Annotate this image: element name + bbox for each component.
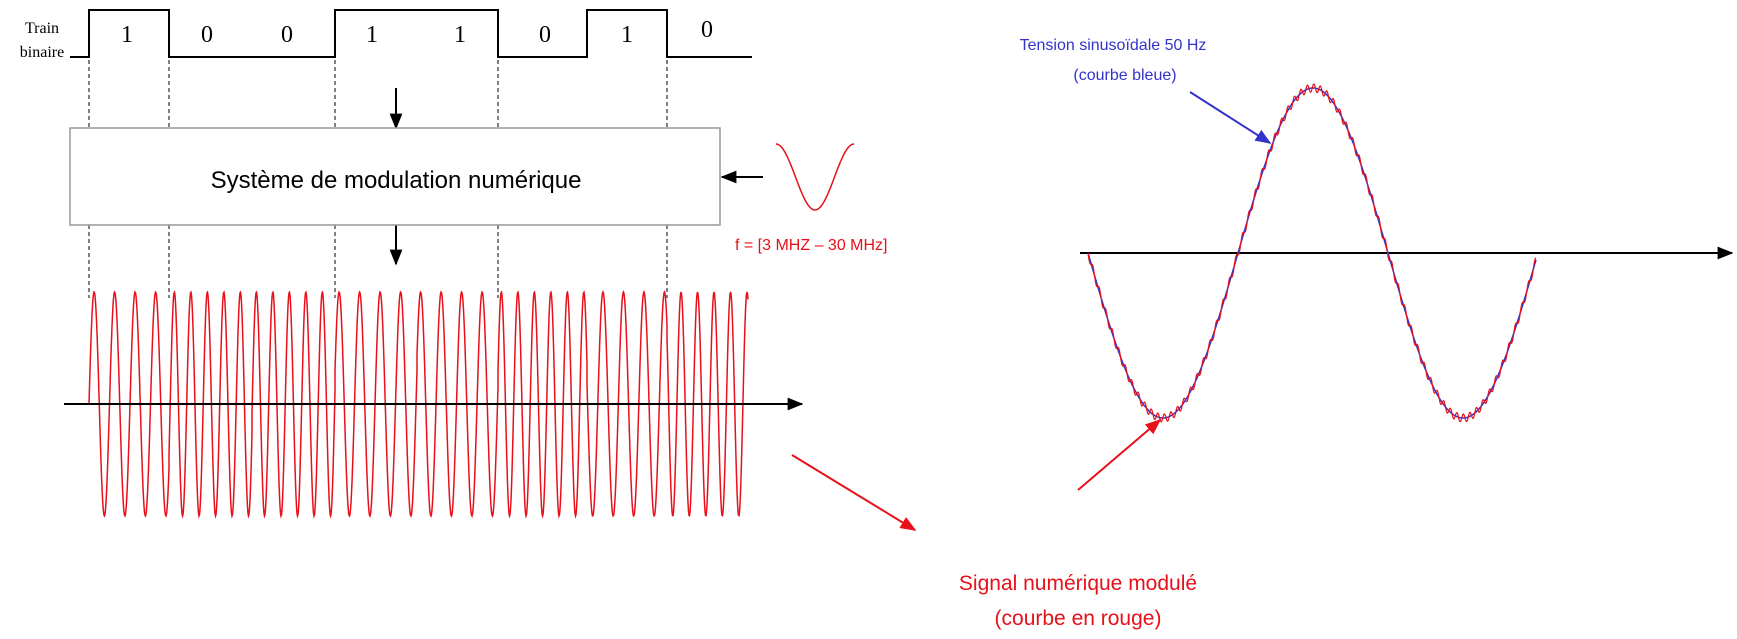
bit-label: 1 bbox=[366, 22, 378, 48]
bit-label: 1 bbox=[121, 22, 133, 48]
superimposed-signal-curve bbox=[1087, 83, 1537, 423]
bit-boundary-guides bbox=[88, 60, 668, 298]
binary-train-label-line1: Train bbox=[25, 20, 59, 37]
signal-pointer-arrow-left bbox=[791, 454, 917, 531]
bit-label: 1 bbox=[621, 22, 633, 48]
binary-train-waveform bbox=[70, 9, 752, 58]
signal-label-line1: Signal numérique modulé bbox=[959, 572, 1197, 595]
bit-label: 0 bbox=[539, 22, 551, 48]
sine-pointer-arrow bbox=[1189, 91, 1272, 144]
bit-label: 0 bbox=[281, 22, 293, 48]
binary-train-label-line2: binaire bbox=[20, 44, 64, 61]
sine-label-line1: Tension sinusoïdale 50 Hz bbox=[1020, 37, 1207, 54]
bit-label: 0 bbox=[201, 22, 213, 48]
bit-label: 1 bbox=[454, 22, 466, 48]
modulator-label: Système de modulation numérique bbox=[211, 167, 582, 194]
sine-label-line2: (courbe bleue) bbox=[1073, 67, 1176, 84]
signal-label-line2: (courbe en rouge) bbox=[995, 607, 1162, 630]
carrier-frequency-label: f = [3 MHZ – 30 MHz] bbox=[735, 237, 887, 254]
modulated-signal-curve bbox=[88, 290, 749, 519]
modulator-box bbox=[69, 127, 721, 226]
carrier-wave-icon bbox=[775, 143, 855, 211]
signal-pointer-arrow-right bbox=[1077, 418, 1162, 491]
bit-label: 0 bbox=[701, 17, 713, 43]
